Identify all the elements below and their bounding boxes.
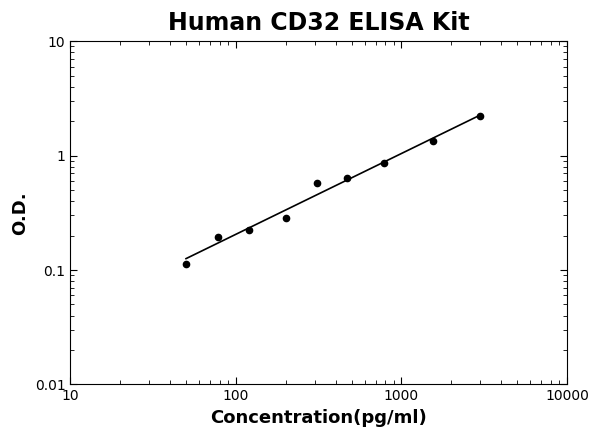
Point [343,174,352,181]
Point [428,137,438,144]
Y-axis label: O.D.: O.D. [11,191,29,235]
X-axis label: Concentration(pg/ml): Concentration(pg/ml) [210,409,427,427]
Point [313,179,322,186]
Point [476,113,485,120]
Point [244,226,254,233]
Point [181,261,191,268]
Title: Human CD32 ELISA Kit: Human CD32 ELISA Kit [168,11,469,35]
Point [379,159,388,166]
Point [281,215,290,222]
Point [213,233,223,240]
